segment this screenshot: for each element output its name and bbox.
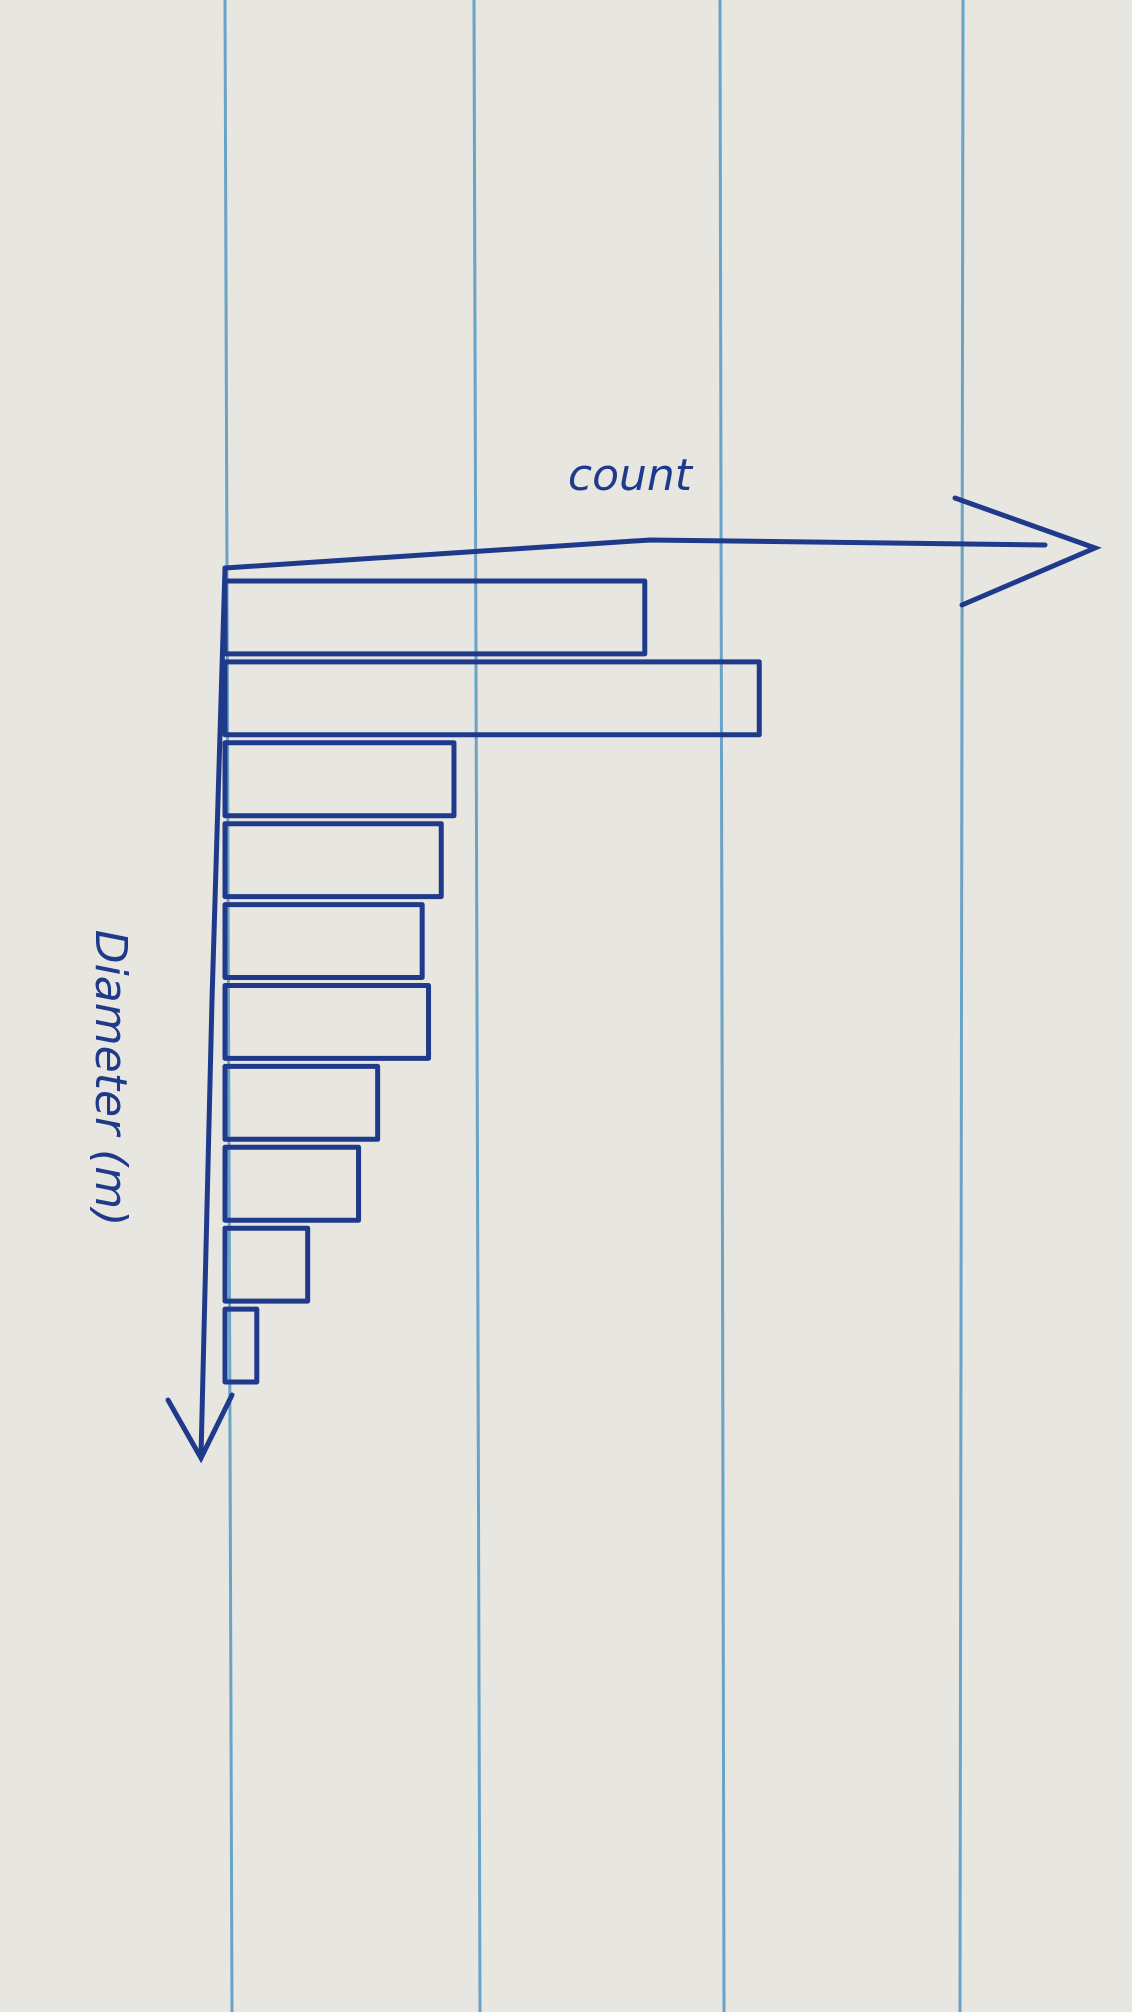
- y-axis-label: Diameter (m): [85, 930, 136, 1227]
- bar: [222, 1063, 381, 1142]
- bar: [222, 1306, 260, 1385]
- x-axis: [222, 537, 1048, 571]
- bar: [222, 578, 648, 657]
- bar: [222, 983, 432, 1061]
- bar: [222, 659, 762, 738]
- y-axis: [198, 565, 228, 1459]
- x-axis-arrow: [952, 495, 1102, 608]
- bar: [222, 740, 457, 819]
- paper-rule: [718, 0, 726, 2012]
- axes: [165, 495, 1102, 1464]
- paper-rule: [472, 0, 482, 2012]
- paper-rule: [958, 0, 965, 2012]
- y-axis-arrow: [165, 1392, 235, 1464]
- bar: [222, 1225, 311, 1304]
- paper-rule: [223, 0, 234, 2012]
- x-axis-label: count: [568, 450, 694, 501]
- bar: [222, 902, 425, 980]
- bar: [222, 1144, 362, 1223]
- bar: [222, 821, 444, 900]
